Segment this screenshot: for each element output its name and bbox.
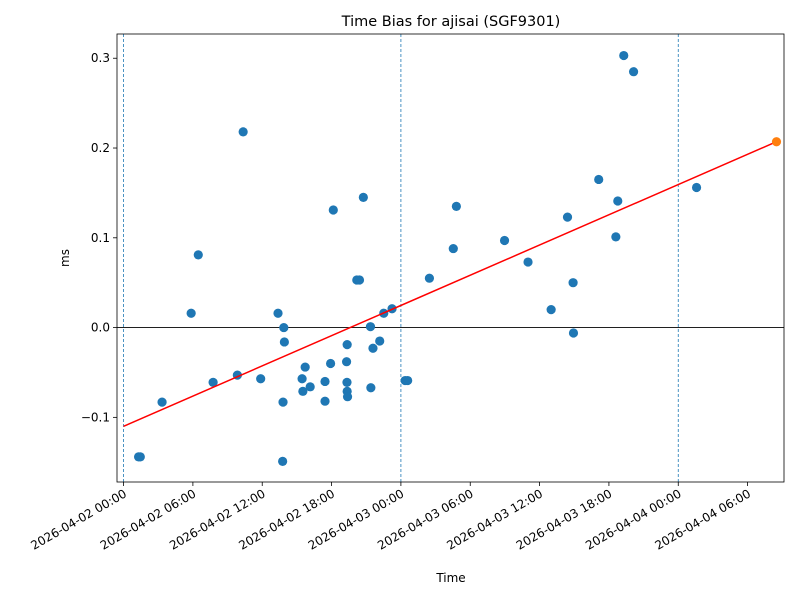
x-axis-label: Time: [435, 571, 465, 585]
data-point: [499, 235, 510, 246]
data-point: [193, 250, 203, 260]
data-point: [328, 205, 338, 215]
data-point: [256, 374, 266, 384]
trend-line: [123, 141, 777, 428]
data-point: [771, 137, 782, 147]
data-point: [448, 243, 458, 254]
data-point: [279, 337, 289, 347]
data-point: [320, 396, 330, 406]
data-point: [341, 357, 352, 367]
data-point: [403, 375, 413, 386]
data-point: [375, 336, 385, 346]
data-point: [300, 362, 310, 372]
data-point: [366, 383, 376, 393]
y-axis-label: ms: [58, 249, 72, 267]
data-point: [594, 174, 604, 185]
data-point: [342, 340, 352, 350]
data-point: [628, 67, 639, 77]
data-point: [691, 182, 702, 193]
data-point: [342, 392, 353, 402]
y-tick-label: 0.0: [91, 321, 110, 335]
data-point: [305, 382, 315, 392]
data-point: [342, 377, 352, 387]
data-point: [320, 376, 330, 387]
data-point: [208, 377, 218, 387]
axes-frame: [116, 33, 785, 483]
data-point: [157, 397, 167, 407]
chart-title: Time Bias for ajisai (SGF9301): [341, 14, 561, 30]
data-point: [523, 257, 533, 267]
y-tick-label: 0.2: [91, 141, 110, 155]
data-point: [424, 273, 435, 283]
data-point: [451, 201, 461, 211]
data-point: [568, 278, 578, 288]
data-point: [358, 192, 368, 202]
data-point: [354, 275, 365, 285]
y-tick-label: −0.1: [81, 410, 110, 424]
data-point: [298, 386, 308, 396]
data-point: [326, 358, 336, 369]
data-point: [562, 212, 573, 222]
data-point: [278, 456, 288, 466]
y-tick-label: 0.3: [91, 51, 110, 65]
data-point: [568, 328, 579, 338]
plot-area: [117, 34, 784, 482]
data-point: [619, 50, 629, 61]
data-point: [297, 374, 307, 384]
data-point: [135, 452, 145, 462]
data-point: [238, 127, 248, 137]
data-point: [368, 343, 378, 353]
data-point: [613, 196, 623, 206]
data-point: [279, 322, 289, 333]
data-point: [611, 232, 621, 242]
y-tick-label: 0.1: [91, 231, 110, 245]
data-point: [365, 322, 376, 332]
data-point: [278, 397, 288, 407]
data-point: [186, 308, 196, 318]
data-point: [273, 308, 283, 318]
data-point: [546, 305, 556, 315]
